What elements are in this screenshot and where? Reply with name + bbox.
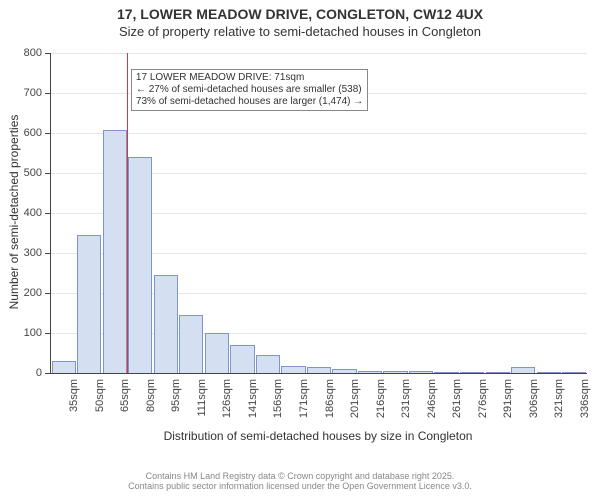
- chart-container: 17 LOWER MEADOW DRIVE: 71sqm← 27% of sem…: [0, 39, 600, 500]
- histogram-bar: [409, 371, 433, 373]
- histogram-bar: [460, 372, 484, 373]
- x-axis-title: Distribution of semi-detached houses by …: [50, 429, 586, 443]
- histogram-bar: [52, 361, 76, 373]
- y-tick-label: 0: [0, 367, 42, 379]
- y-tick-mark: [45, 253, 50, 254]
- x-tick-label: 186sqm: [324, 379, 336, 429]
- chart-title: 17, LOWER MEADOW DRIVE, CONGLETON, CW12 …: [0, 6, 600, 22]
- attribution-line2: Contains public sector information licen…: [0, 481, 600, 491]
- annotation-line: 73% of semi-detached houses are larger (…: [136, 96, 363, 108]
- grid-line: [51, 53, 587, 54]
- histogram-bar: [307, 367, 331, 373]
- histogram-bar: [537, 372, 561, 373]
- x-tick-label: 65sqm: [119, 379, 131, 429]
- y-tick-mark: [45, 373, 50, 374]
- y-tick-label: 700: [0, 87, 42, 99]
- histogram-bar: [486, 372, 510, 373]
- x-tick-label: 246sqm: [426, 379, 438, 429]
- histogram-bar: [562, 372, 586, 373]
- x-tick-label: 291sqm: [502, 379, 514, 429]
- x-tick-label: 35sqm: [68, 379, 80, 429]
- x-tick-label: 216sqm: [375, 379, 387, 429]
- x-tick-label: 231sqm: [400, 379, 412, 429]
- histogram-bar: [383, 371, 407, 373]
- x-tick-label: 156sqm: [272, 379, 284, 429]
- attribution-text: Contains HM Land Registry data © Crown c…: [0, 471, 600, 491]
- histogram-bar: [358, 371, 382, 373]
- x-tick-label: 171sqm: [298, 379, 310, 429]
- x-tick-label: 321sqm: [553, 379, 565, 429]
- y-tick-mark: [45, 173, 50, 174]
- histogram-bar: [154, 275, 178, 373]
- x-tick-label: 95sqm: [170, 379, 182, 429]
- histogram-bar: [281, 366, 305, 373]
- annotation-line: 17 LOWER MEADOW DRIVE: 71sqm: [136, 72, 363, 84]
- histogram-bar: [77, 235, 101, 373]
- x-tick-label: 50sqm: [94, 379, 106, 429]
- x-tick-label: 261sqm: [451, 379, 463, 429]
- annotation-line: ← 27% of semi-detached houses are smalle…: [136, 84, 363, 96]
- x-tick-label: 336sqm: [579, 379, 591, 429]
- y-tick-mark: [45, 93, 50, 94]
- y-tick-label: 200: [0, 287, 42, 299]
- y-tick-mark: [45, 53, 50, 54]
- y-tick-label: 300: [0, 247, 42, 259]
- histogram-bar: [511, 367, 535, 373]
- grid-line: [51, 133, 587, 134]
- y-tick-mark: [45, 293, 50, 294]
- y-tick-mark: [45, 213, 50, 214]
- y-tick-label: 400: [0, 207, 42, 219]
- x-tick-label: 276sqm: [477, 379, 489, 429]
- attribution-line1: Contains HM Land Registry data © Crown c…: [0, 471, 600, 481]
- histogram-bar: [230, 345, 254, 373]
- y-tick-mark: [45, 133, 50, 134]
- plot-area: 17 LOWER MEADOW DRIVE: 71sqm← 27% of sem…: [50, 53, 587, 374]
- y-tick-mark: [45, 333, 50, 334]
- y-tick-label: 500: [0, 167, 42, 179]
- x-tick-label: 201sqm: [349, 379, 361, 429]
- y-tick-label: 100: [0, 327, 42, 339]
- chart-subtitle: Size of property relative to semi-detach…: [0, 24, 600, 39]
- annotation-box: 17 LOWER MEADOW DRIVE: 71sqm← 27% of sem…: [131, 69, 368, 111]
- histogram-bar: [205, 333, 229, 373]
- y-tick-label: 600: [0, 127, 42, 139]
- histogram-bar: [128, 157, 152, 373]
- histogram-bar: [179, 315, 203, 373]
- reference-line: [127, 53, 128, 373]
- x-tick-label: 80sqm: [145, 379, 157, 429]
- y-tick-label: 800: [0, 47, 42, 59]
- histogram-bar: [103, 130, 127, 373]
- histogram-bar: [332, 369, 356, 373]
- histogram-bar: [256, 355, 280, 373]
- histogram-bar: [434, 372, 458, 373]
- x-tick-label: 126sqm: [221, 379, 233, 429]
- x-tick-label: 141sqm: [247, 379, 259, 429]
- x-tick-label: 111sqm: [196, 379, 208, 429]
- x-tick-label: 306sqm: [528, 379, 540, 429]
